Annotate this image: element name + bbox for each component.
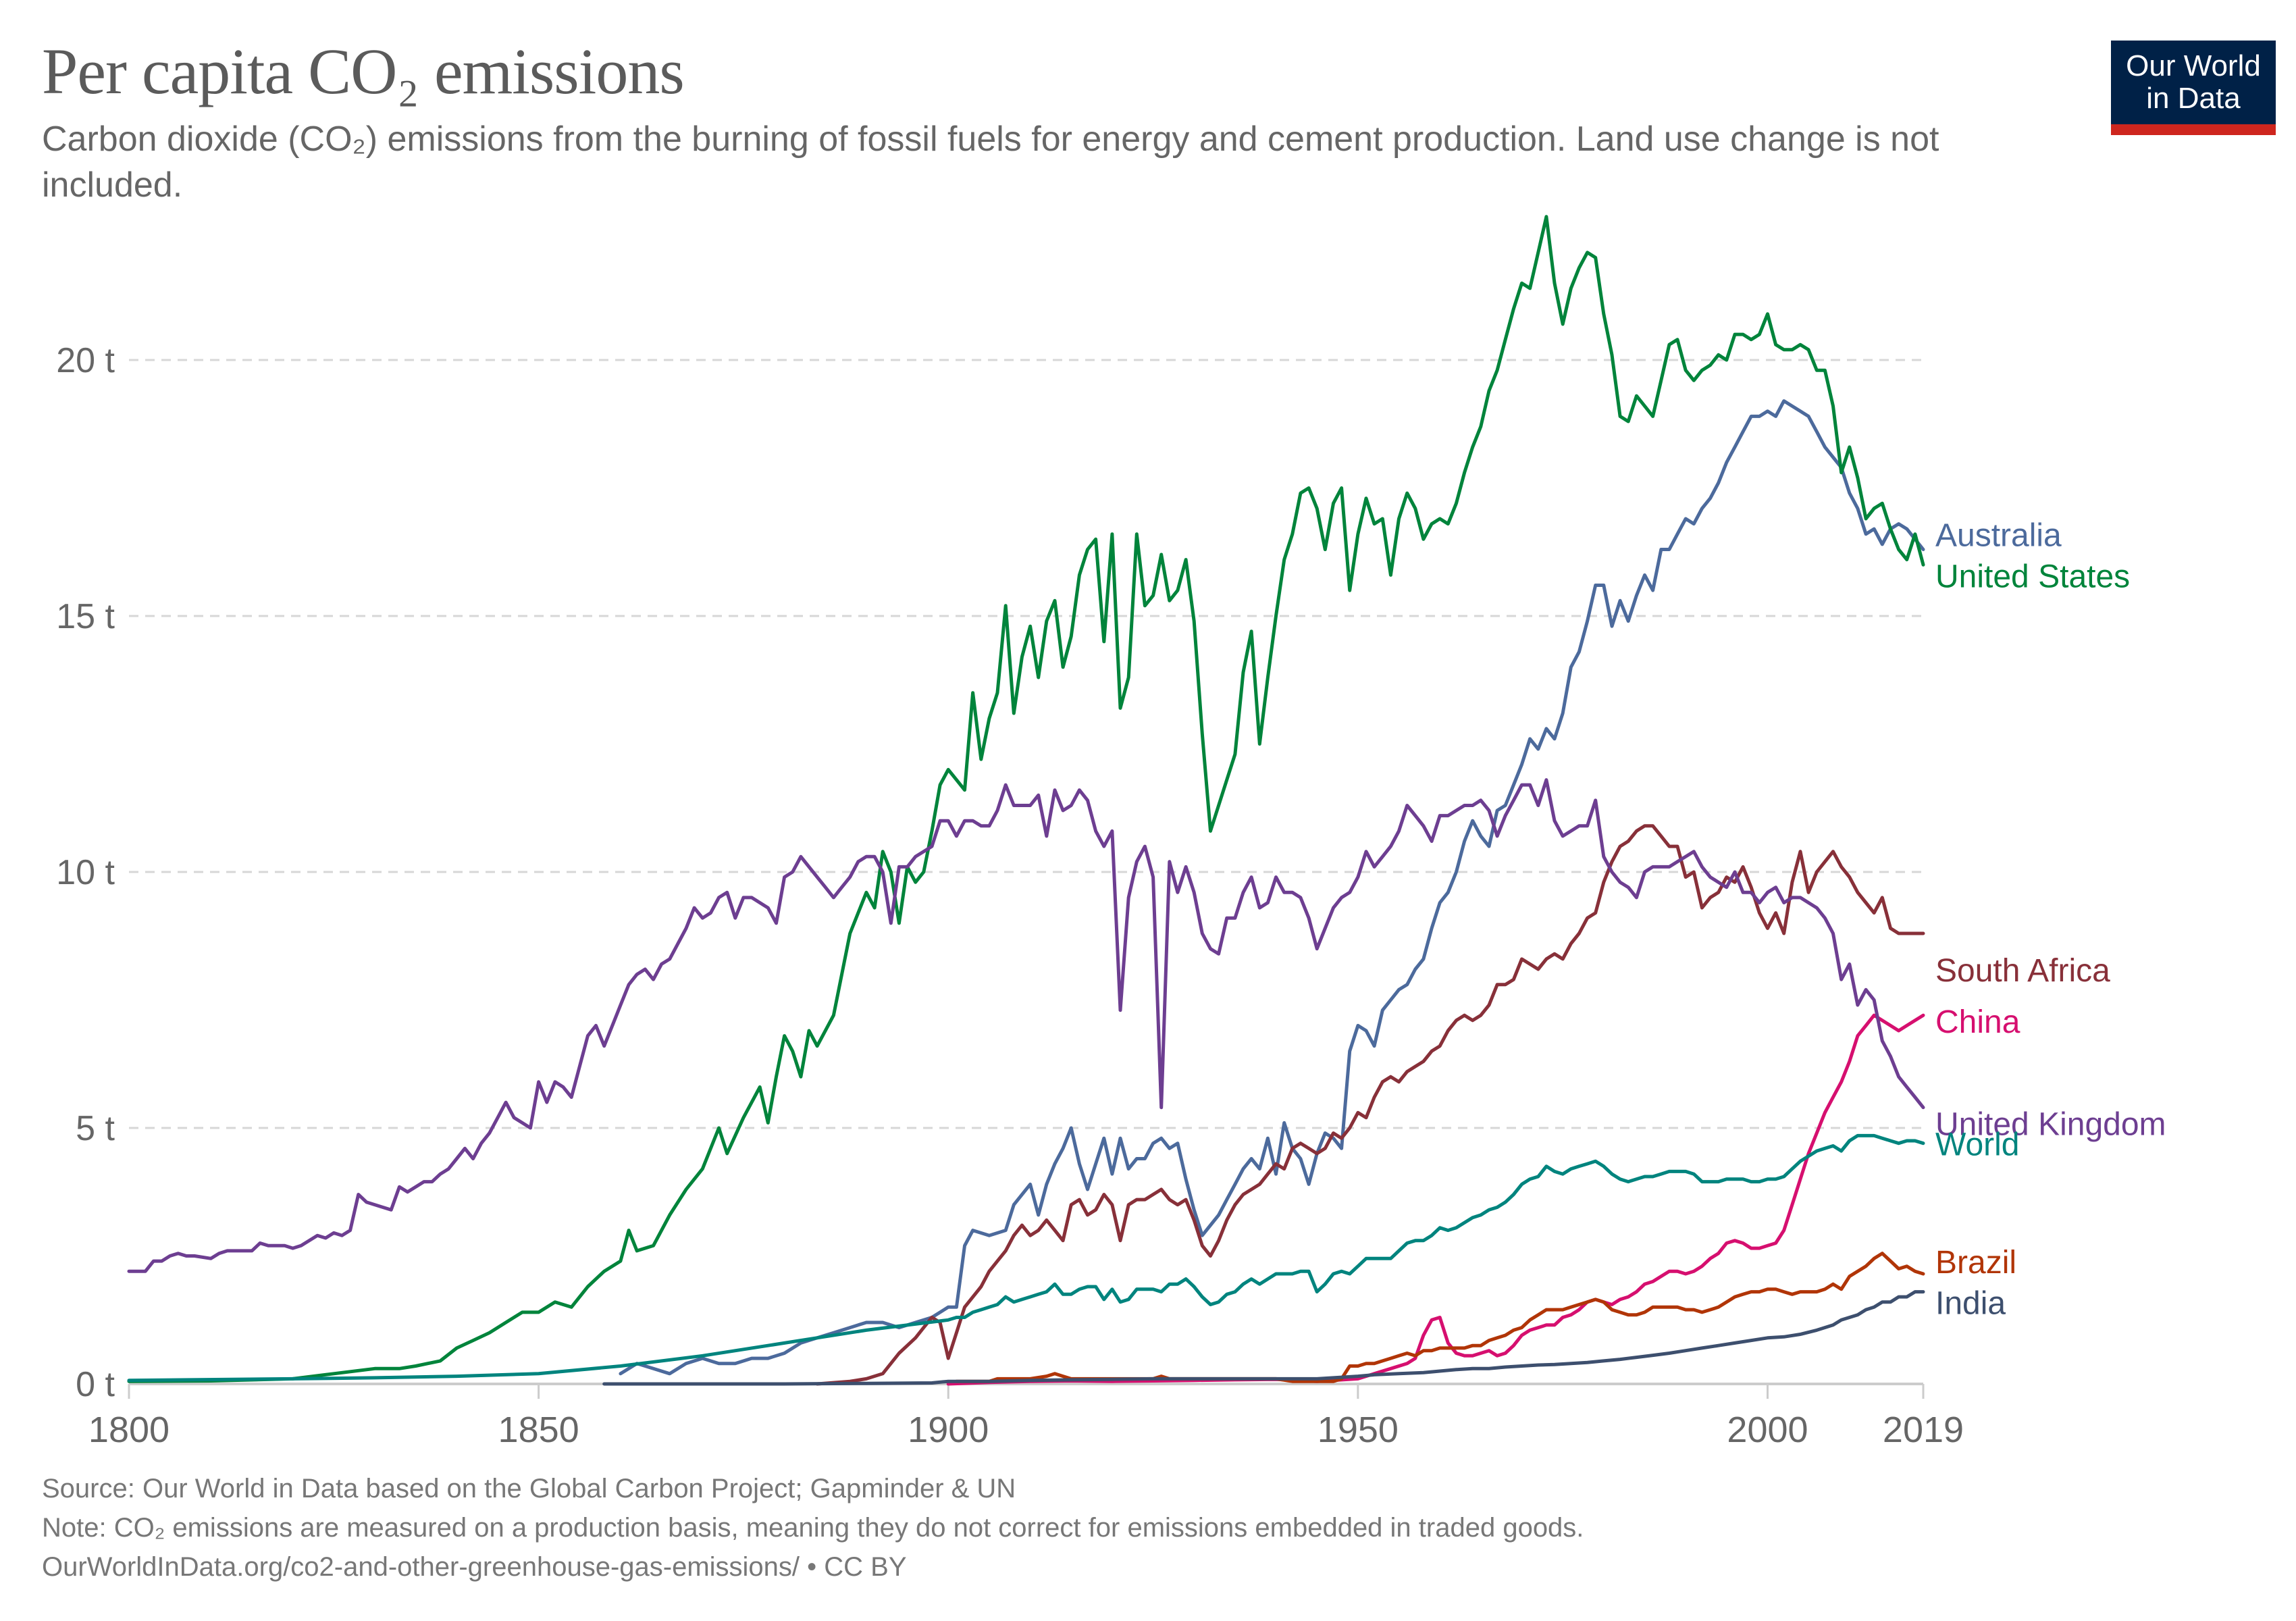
x-tick-label: 1900 [908,1410,989,1450]
end-label-south-africa[interactable]: South Africa [1935,953,2110,989]
series-line-world[interactable] [127,1133,1925,1383]
series-line-india[interactable] [602,1290,1925,1386]
series-line-brazil[interactable] [954,1252,1925,1383]
logo-text: Our World in Data [2111,50,2276,115]
y-tick-label: 0 t [76,1365,115,1404]
logo-accent-bar [2111,124,2276,135]
end-label-united-states[interactable]: United States [1935,559,2130,594]
y-tick-label: 10 t [56,853,115,892]
x-tick-label: 1850 [498,1410,579,1450]
y-tick-label: 15 t [56,597,115,636]
series-line-australia[interactable] [619,399,1925,1376]
series-line-united-states[interactable] [127,215,1925,1383]
chart-footer: Source: Our World in Data based on the G… [42,1469,1584,1587]
x-tick-label: 2000 [1727,1410,1808,1450]
end-label-united-kingdom[interactable]: United Kingdom [1935,1106,2166,1142]
x-axis: 1800 1850 1900 1950 2000 2019 [88,1383,1964,1450]
end-label-china[interactable]: China [1935,1004,2020,1040]
grid-lines [129,359,1923,1129]
y-tick-label: 5 t [76,1109,115,1148]
source-link[interactable]: OurWorldInData.org/co2-and-other-greenho… [42,1552,907,1582]
end-label-world[interactable]: World [1935,1127,2019,1163]
series-lines [127,215,1925,1386]
y-tick-label: 20 t [56,341,115,380]
end-label-india[interactable]: India [1935,1286,2006,1322]
x-tick-label: 1950 [1317,1410,1399,1450]
chart-title: Per capita CO₂ emissions [42,35,685,107]
series-end-labels: Australia United States South Africa China U… [1935,518,2166,1322]
series-line-china[interactable] [946,1013,1925,1386]
owid-logo[interactable]: Our World in Data [2111,41,2276,135]
y-axis: 0 t 5 t 10 t 15 t 20 t [56,341,115,1404]
logo-line-1: Our World [2126,49,2261,82]
methodology-note: Note: CO₂ emissions are measured on a pr… [42,1513,1584,1543]
series-line-united-kingdom[interactable] [127,778,1925,1273]
source-note: Source: Our World in Data based on the G… [42,1474,1016,1503]
logo-line-2: in Data [2146,82,2241,115]
x-tick-label: 1800 [88,1410,169,1450]
end-label-australia[interactable]: Australia [1935,518,2062,554]
x-tick-label: 2019 [1883,1410,1964,1450]
end-label-brazil[interactable]: Brazil [1935,1245,2016,1281]
series-line-south-africa[interactable] [815,824,1925,1386]
chart-subtitle: Carbon dioxide (CO₂) emissions from the … [42,120,1939,205]
